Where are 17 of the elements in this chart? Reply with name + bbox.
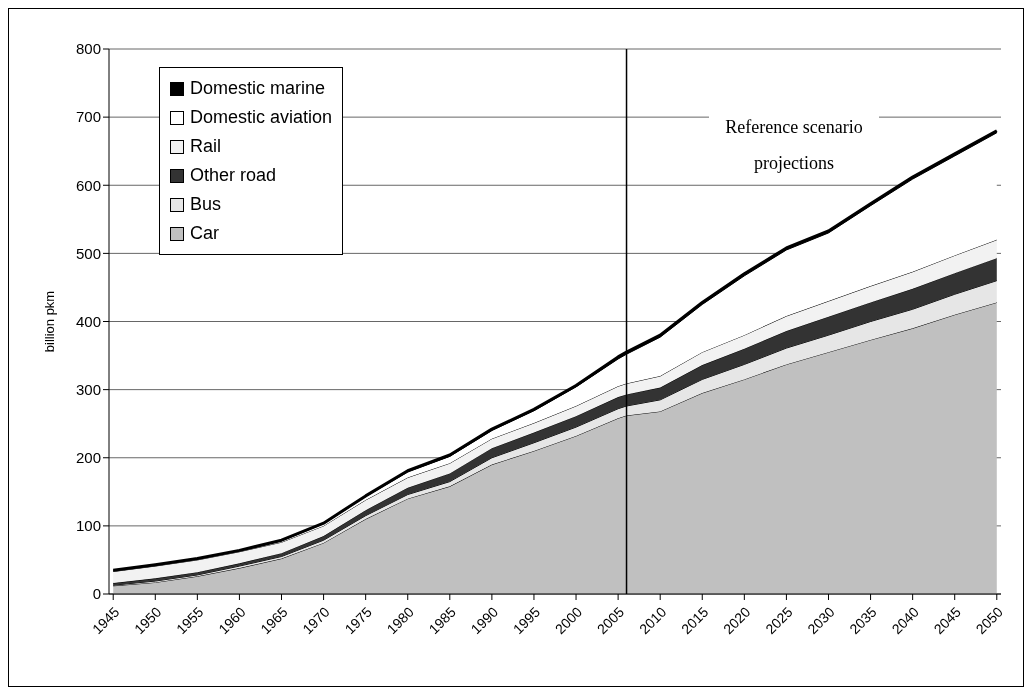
legend-label: Other road	[190, 164, 277, 187]
legend-label: Rail	[190, 135, 222, 158]
y-tick-label: 300	[75, 380, 101, 398]
legend-label: Car	[190, 222, 220, 245]
y-tick-label: 0	[92, 585, 101, 603]
y-tick-label: 400	[75, 312, 101, 330]
y-tick-label: 600	[75, 176, 101, 194]
legend-label: Domestic aviation	[190, 106, 333, 129]
y-tick-label: 700	[75, 108, 101, 126]
y-tick-label: 800	[75, 40, 101, 58]
y-axis-title: billion pkm	[41, 290, 57, 353]
y-tick-label: 500	[75, 244, 101, 262]
legend-label: Bus	[190, 193, 222, 216]
annotation: Reference scenario projections	[709, 109, 879, 181]
legend-label: Domestic marine	[190, 77, 326, 100]
y-tick-label: 100	[75, 517, 101, 535]
y-tick-label: 200	[75, 449, 101, 467]
